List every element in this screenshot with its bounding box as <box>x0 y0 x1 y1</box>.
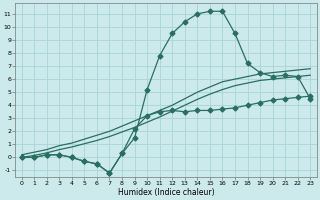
X-axis label: Humidex (Indice chaleur): Humidex (Indice chaleur) <box>118 188 214 197</box>
